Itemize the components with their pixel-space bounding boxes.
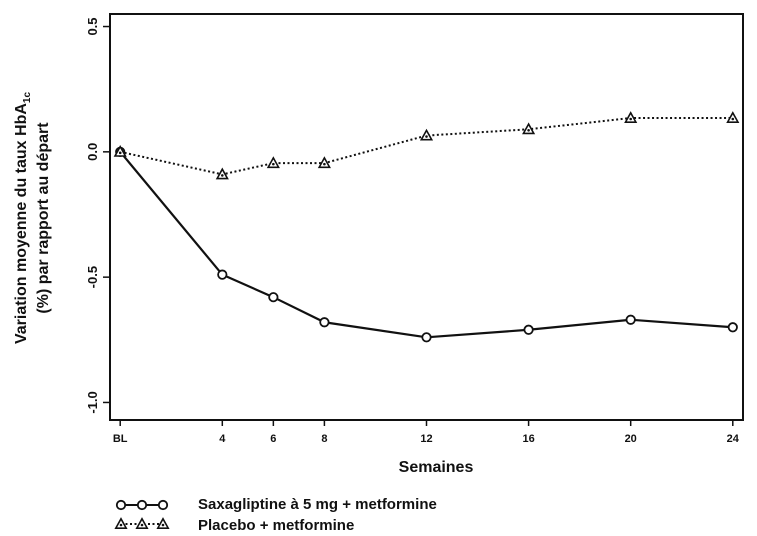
x-tick-label-2: 6 [270, 433, 276, 445]
legend-marker-0-2 [157, 499, 169, 511]
x-tick-label-4: 12 [420, 433, 432, 445]
y-tick-label-2: -0.5 [85, 266, 100, 288]
legend-sample-saxagliptine [115, 499, 169, 511]
legend-marker-1-0-dot [119, 523, 123, 527]
legend-marker-1-2 [156, 517, 170, 529]
point-placebo-bl-dot [118, 151, 122, 155]
point-placebo-4 [215, 167, 229, 180]
point-saxagliptine-24 [727, 322, 738, 333]
point-placebo-4-dot [221, 174, 224, 177]
point-placebo-6 [266, 156, 280, 169]
y-axis-title: Variation moyenne du taux HbA1c (%) par … [13, 92, 52, 344]
point-saxagliptine-6 [268, 292, 279, 303]
point-placebo-12-dot [425, 135, 428, 138]
x-axis: BL 4 6 8 12 16 20 24 [113, 420, 740, 445]
point-saxagliptine-4 [217, 269, 228, 280]
legend-label-saxagliptine: Saxagliptine à 5 mg + metformine [198, 496, 437, 513]
legend-marker-1-2-dot [161, 523, 165, 527]
legend-marker-1-0 [114, 517, 128, 529]
point-placebo-20-dot [629, 117, 632, 121]
series-line-saxagliptine [119, 151, 733, 339]
y-tick-label-0: 0.5 [85, 17, 100, 35]
x-tick-label-5: 16 [522, 433, 534, 445]
point-placebo-8 [317, 156, 331, 169]
y-axis: 0.5 0.0 -0.5 -1.0 [85, 17, 110, 414]
svg-text:Variation moyenne du taux HbA1: Variation moyenne du taux HbA1c [13, 92, 33, 344]
x-tick-label-1: 4 [219, 433, 226, 445]
y-axis-title-subscript: 1c [22, 92, 33, 104]
point-placebo-12 [419, 128, 434, 141]
point-saxagliptine-12 [421, 332, 432, 343]
series-saxagliptine [115, 146, 738, 343]
legend: Saxagliptine à 5 mg + metformine Placebo… [114, 496, 437, 534]
point-placebo-24-dot [731, 117, 735, 121]
y-tick-label-3: -1.0 [85, 391, 100, 413]
point-placebo-6-dot [272, 162, 275, 166]
legend-marker-0-1 [136, 499, 148, 511]
x-tick-label-6: 20 [625, 433, 637, 445]
point-placebo-20 [624, 111, 638, 123]
point-placebo-24 [726, 111, 740, 123]
legend-marker-1-1-dot [140, 523, 144, 527]
series-layer [113, 111, 740, 343]
x-axis-title: Semaines [399, 459, 474, 476]
point-saxagliptine-8 [319, 317, 330, 328]
x-tick-label-0: BL [113, 433, 128, 445]
legend-label-placebo: Placebo + metformine [198, 517, 354, 534]
legend-sample-placebo [114, 517, 170, 529]
series-placebo [113, 111, 740, 180]
y-axis-title-line1: Variation moyenne du taux HbA [13, 103, 30, 344]
plot-area [109, 13, 744, 421]
point-placebo-bl [113, 144, 127, 157]
point-saxagliptine-20 [625, 314, 636, 325]
point-placebo-8-dot [323, 162, 326, 166]
point-placebo-16 [522, 122, 536, 135]
point-saxagliptine-16 [523, 324, 534, 335]
point-placebo-16-dot [527, 128, 530, 132]
x-tick-label-3: 8 [321, 433, 327, 445]
plot-frame [109, 13, 744, 421]
series-line-placebo [119, 117, 733, 176]
legend-marker-0-0 [115, 499, 127, 511]
legend-marker-1-1 [135, 517, 149, 529]
y-tick-label-1: 0.0 [85, 143, 100, 161]
y-axis-title-line2: (%) par rapport au départ [35, 122, 52, 314]
x-tick-label-7: 24 [727, 433, 740, 445]
